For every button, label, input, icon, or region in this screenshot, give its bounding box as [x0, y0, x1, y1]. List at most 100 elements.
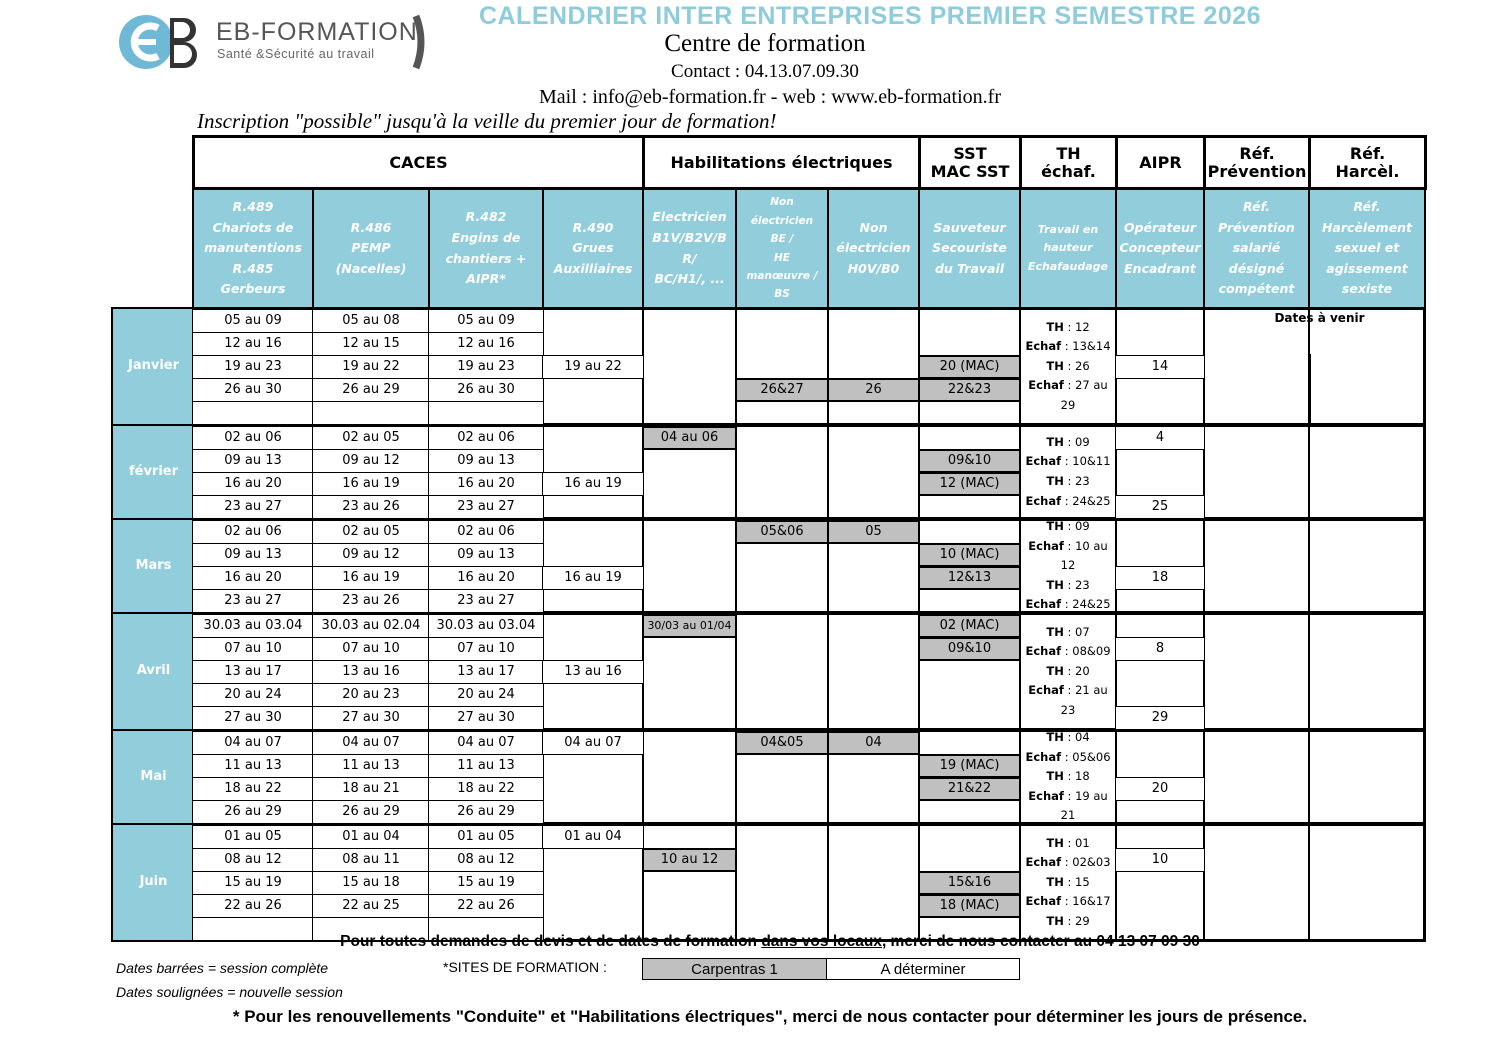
renewal-note: * Pour les renouvellements "Conduite" et…: [232, 1007, 1308, 1026]
th-echaf-dates: : 07: [1063, 624, 1090, 639]
th-echaf-type: TH: [1046, 474, 1064, 488]
caces-date-cell: 11 au 13: [312, 754, 430, 778]
th-echaf-cell: TH : 07 Echaf : 08&09 TH : 20 Echaf : 21 au…: [1021, 614, 1115, 729]
r490-date-cell: 01 au 04: [542, 825, 644, 849]
sst-date-cell: 12&13: [918, 566, 1021, 590]
caces-date-cell: 01 au 05: [428, 825, 544, 849]
caces-date-cell: 02 au 06: [428, 520, 544, 544]
th-echaf-dates: : 18: [1063, 769, 1090, 784]
column-frame: [1203, 613, 1310, 730]
th-echaf-line: Echaf : 10&11: [1025, 452, 1110, 472]
ref-note: Dates à venir: [1274, 311, 1365, 325]
caces-date-cell: 19 au 22: [312, 355, 430, 379]
column-frame: [642, 824, 737, 941]
th-echaf-dates: : 12: [1063, 319, 1090, 334]
th-echaf-type: Echaf: [1028, 538, 1064, 553]
column-frame: [827, 425, 920, 519]
th-echaf-dates: : 02&03: [1061, 855, 1111, 870]
caces-date-cell: [428, 401, 544, 425]
th-echaf-line: Echaf : 24&25: [1025, 595, 1110, 615]
inscription-note: Inscription "possible" jusqu'à la veille…: [197, 109, 777, 133]
th-echaf-dates: : 24&25: [1061, 493, 1111, 508]
th-echaf-dates: : 01: [1063, 835, 1090, 850]
caces-date-cell: 01 au 05: [192, 825, 314, 849]
caces-date-cell: 15 au 19: [192, 871, 314, 895]
caces-date-cell: 19 au 23: [192, 355, 314, 379]
contact-link: dans vos locaux: [761, 933, 882, 950]
th-echaf-type: TH: [1046, 874, 1064, 889]
contact-mail-web: Mail : info@eb-formation.fr - web : www.…: [539, 86, 1001, 108]
aipr-date-cell: 20: [1115, 777, 1205, 801]
month-label: Juin: [113, 825, 194, 940]
caces-date-cell: 15 au 19: [428, 871, 544, 895]
column-frame: [1203, 519, 1310, 613]
group-header: CACES: [192, 135, 645, 190]
contact-footer: Pour toutes demandes de devis et de date…: [110, 933, 1430, 951]
th-echaf-dates: : 09: [1063, 434, 1090, 449]
r490-date-cell: 04 au 07: [542, 731, 644, 755]
th-echaf-dates: : 27 au 29: [1060, 378, 1108, 412]
th-echaf-type: TH: [1046, 730, 1064, 745]
caces-date-cell: 08 au 12: [428, 848, 544, 872]
r490-date-cell: 16 au 19: [542, 566, 644, 590]
th-echaf-line: TH : 18: [1046, 767, 1089, 787]
th-echaf-type: TH: [1046, 663, 1064, 678]
caces-date-cell: [312, 401, 430, 425]
th-echaf-cell: TH : 12 Echaf : 13&14 TH : 26 Echaf : 27 au…: [1021, 309, 1115, 424]
th-echaf-type: Echaf: [1025, 644, 1062, 659]
th-echaf-dates: : 16&17: [1061, 894, 1111, 909]
th-echaf-type: Echaf: [1025, 454, 1062, 469]
caces-date-cell: 18 au 22: [428, 777, 544, 801]
caces-date-cell: 26 au 29: [312, 378, 430, 402]
th-echaf-dates: : 24&25: [1061, 597, 1111, 612]
th-echaf-dates: : 08&09: [1061, 644, 1111, 659]
caces-date-cell: 23 au 27: [192, 495, 314, 519]
caces-date-cell: [428, 917, 544, 941]
r490-date-cell: 19 au 22: [542, 355, 644, 379]
th-echaf-dates: : 20: [1063, 663, 1090, 678]
caces-date-cell: 18 au 21: [312, 777, 430, 801]
th-echaf-type: Echaf: [1025, 894, 1062, 909]
page-title: CALENDRIER INTER ENTREPRISES PREMIER SEM…: [478, 2, 1262, 30]
th-echaf-type: Echaf: [1025, 855, 1062, 870]
caces-date-cell: 27 au 30: [312, 706, 430, 730]
aipr-date-cell: 8: [1115, 637, 1205, 661]
th-echaf-type: Echaf: [1028, 788, 1064, 803]
column-frame: [1203, 425, 1310, 519]
th-echaf-dates: : 10&11: [1061, 454, 1111, 469]
caces-date-cell: 16 au 20: [192, 566, 314, 590]
group-header: Habilitations électriques: [642, 135, 921, 190]
caces-date-cell: 20 au 24: [192, 683, 314, 707]
group-header: AIPR: [1115, 135, 1206, 190]
aipr-date-cell: 14: [1115, 355, 1205, 379]
hab1-date-cell: 04 au 06: [642, 426, 737, 450]
sst-date-cell: 02 (MAC): [918, 614, 1021, 638]
site-a-determiner: A déterminer: [826, 958, 1020, 980]
caces-date-cell: 26 au 29: [428, 800, 544, 824]
hab3-date-cell: 05: [827, 520, 920, 544]
column-frame: [735, 425, 829, 519]
caces-date-cell: 05 au 09: [192, 309, 314, 333]
caces-date-cell: 22 au 26: [192, 894, 314, 918]
th-echaf-cell: TH : 09 Echaf : 10 au 12 TH : 23 Echaf : 24…: [1021, 519, 1115, 615]
column-header: R.490 Grues Auxilliaires: [542, 188, 644, 309]
logo-brand: EB-FORMATION: [216, 18, 418, 46]
column-frame: [1308, 824, 1426, 941]
column-header: Réf. Prévention salarié désigné compétent: [1203, 188, 1310, 309]
caces-date-cell: 26 au 30: [428, 378, 544, 402]
caces-date-cell: 26 au 29: [312, 800, 430, 824]
caces-date-cell: 02 au 06: [192, 520, 314, 544]
column-frame: [735, 824, 829, 941]
contact-pre: Pour toutes demandes de devis et de date…: [340, 933, 762, 950]
caces-date-cell: 23 au 26: [312, 495, 430, 519]
caces-date-cell: 22 au 26: [428, 894, 544, 918]
caces-date-cell: 01 au 04: [312, 825, 430, 849]
legend-barrees: Dates barrées = session complète: [116, 960, 329, 976]
sst-date-cell: 09&10: [918, 449, 1021, 473]
column-header: Réf. Harcèlement sexuel et agissement sexist…: [1308, 188, 1426, 309]
th-echaf-line: Echaf : 19 au 21: [1021, 787, 1115, 826]
hab2-date-cell: 04&05: [735, 731, 829, 755]
caces-date-cell: 26 au 29: [192, 800, 314, 824]
caces-date-cell: 16 au 20: [428, 566, 544, 590]
caces-date-cell: 02 au 06: [428, 426, 544, 450]
